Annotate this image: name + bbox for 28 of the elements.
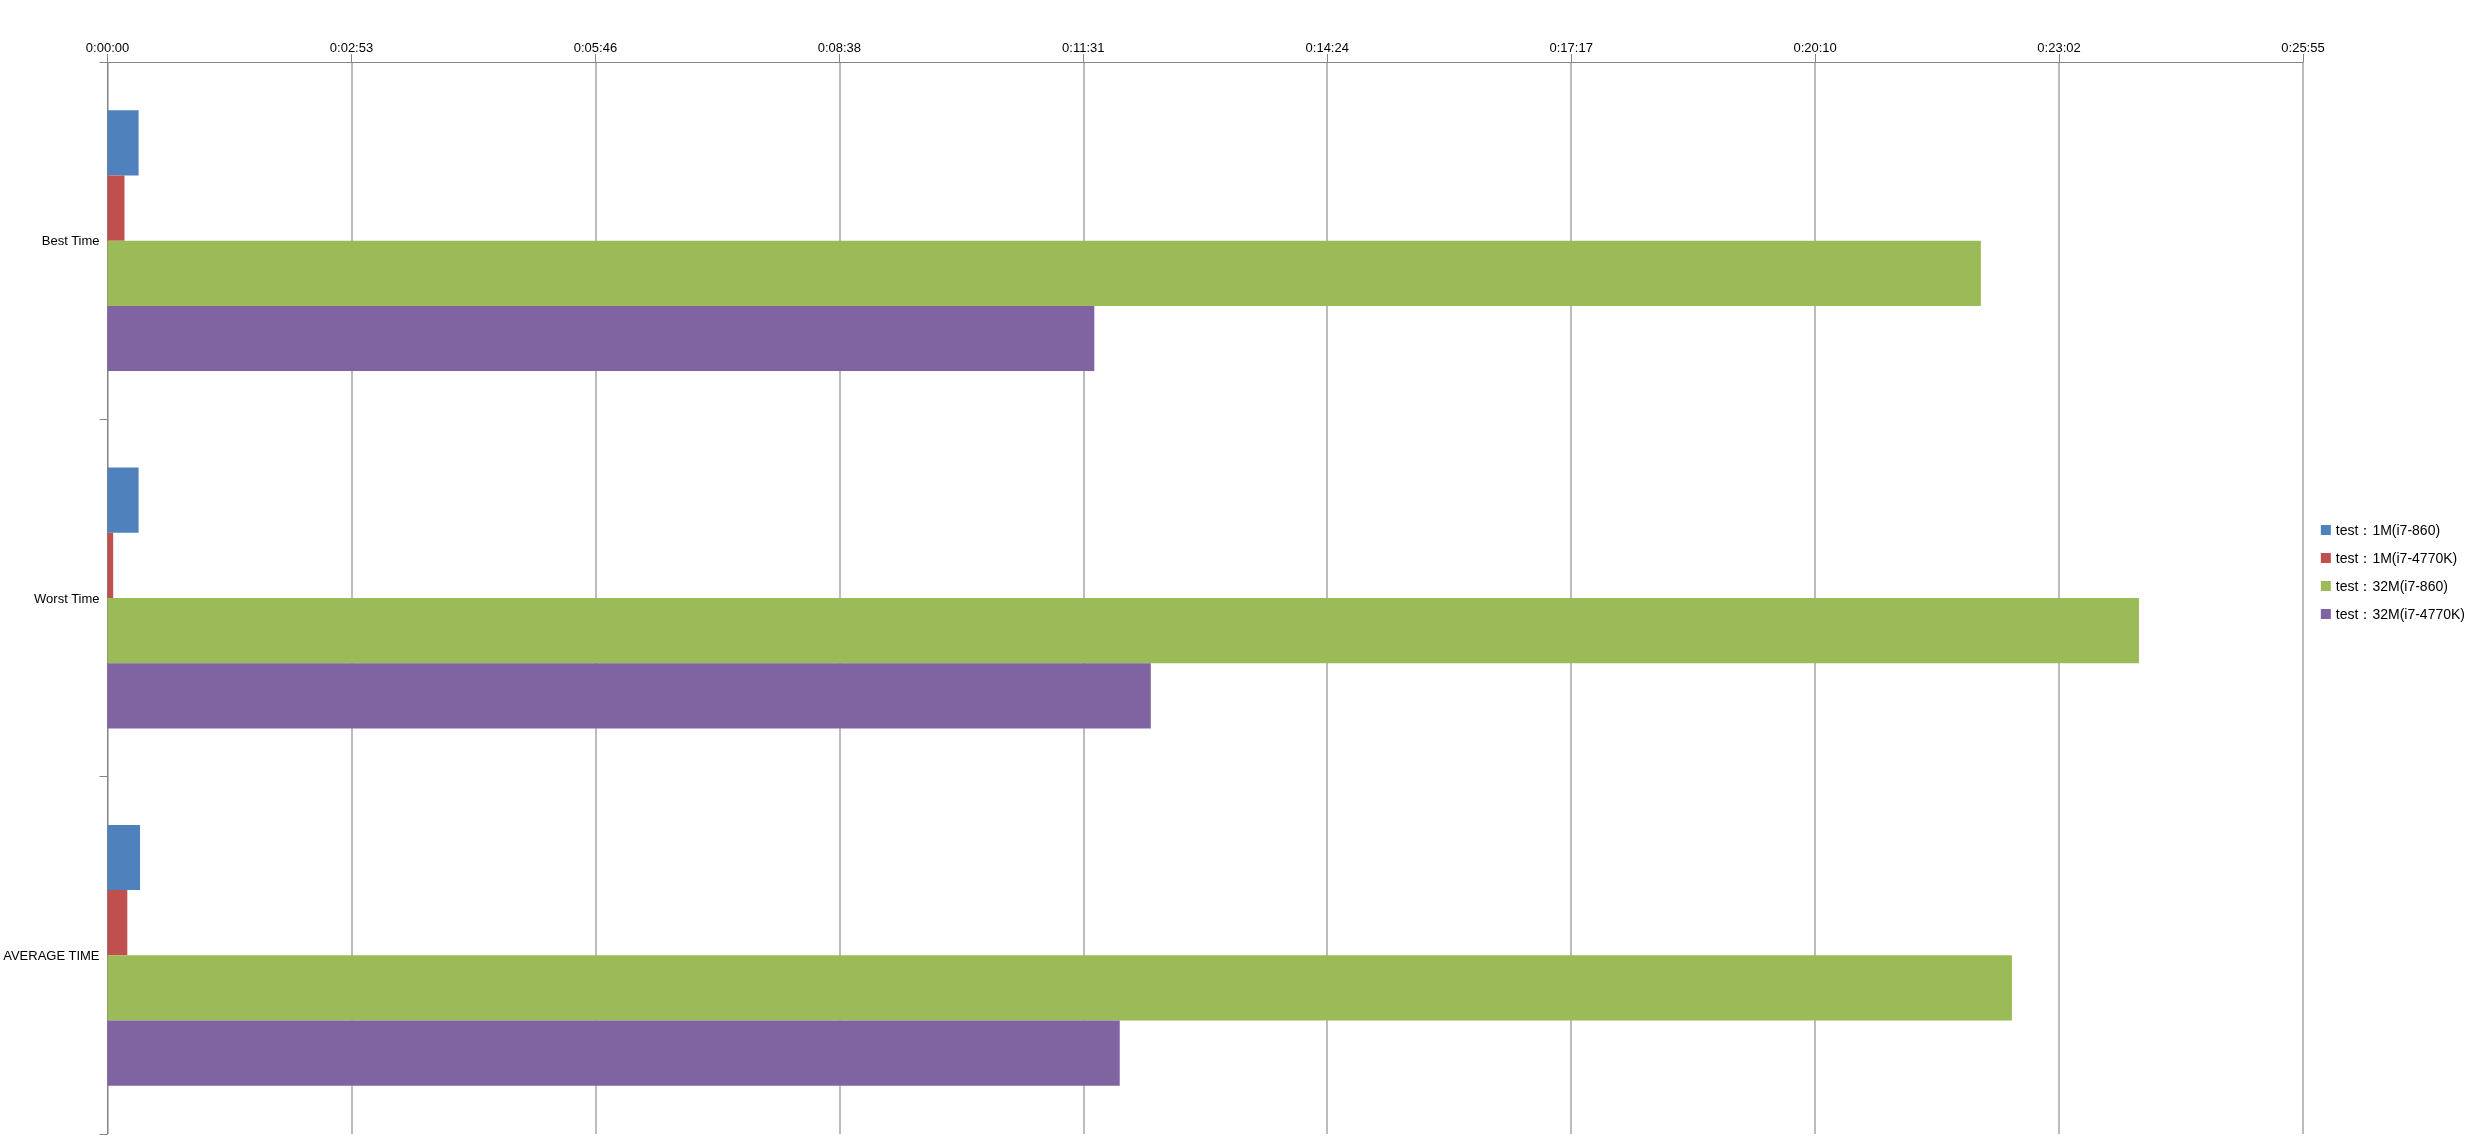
y-tick-label: Best Time (41, 233, 100, 249)
bar (107, 467, 139, 533)
bar (107, 890, 128, 956)
legend-label: test：32M(i7-860) (2335, 578, 2448, 594)
bar (107, 824, 141, 891)
legend-label: test：1M(i7-860) (2335, 522, 2441, 538)
bar (107, 598, 2139, 664)
y-tick-label: Worst Time (34, 590, 100, 606)
legend-label: test：1M(i7-4770K) (2335, 550, 2458, 566)
x-tick-label: 0:00:00 (85, 40, 130, 55)
x-tick-label: 0:08:38 (817, 40, 862, 55)
y-tick-label: AVERAGE TIME (3, 947, 100, 963)
x-tick-label: 0:17:17 (1549, 40, 1593, 55)
x-tick-label: 0:20:10 (1793, 40, 1837, 55)
x-tick-label: 0:11:31 (1062, 40, 1105, 55)
bar (107, 1020, 1120, 1086)
bar (107, 240, 1981, 306)
bar (107, 110, 139, 176)
bar (107, 955, 2012, 1021)
x-tick-label: 0:02:53 (329, 40, 374, 55)
x-tick-label: 0:23:02 (2037, 40, 2081, 55)
x-tick-label: 0:25:55 (2281, 40, 2325, 55)
x-tick-label: 0:14:24 (1305, 40, 1349, 55)
x-tick-label: 0:05:46 (573, 40, 618, 55)
legend-label: test：32M(i7-4770K) (2335, 606, 2466, 622)
bar (107, 305, 1095, 372)
bar (107, 175, 125, 241)
bar (107, 663, 1151, 729)
